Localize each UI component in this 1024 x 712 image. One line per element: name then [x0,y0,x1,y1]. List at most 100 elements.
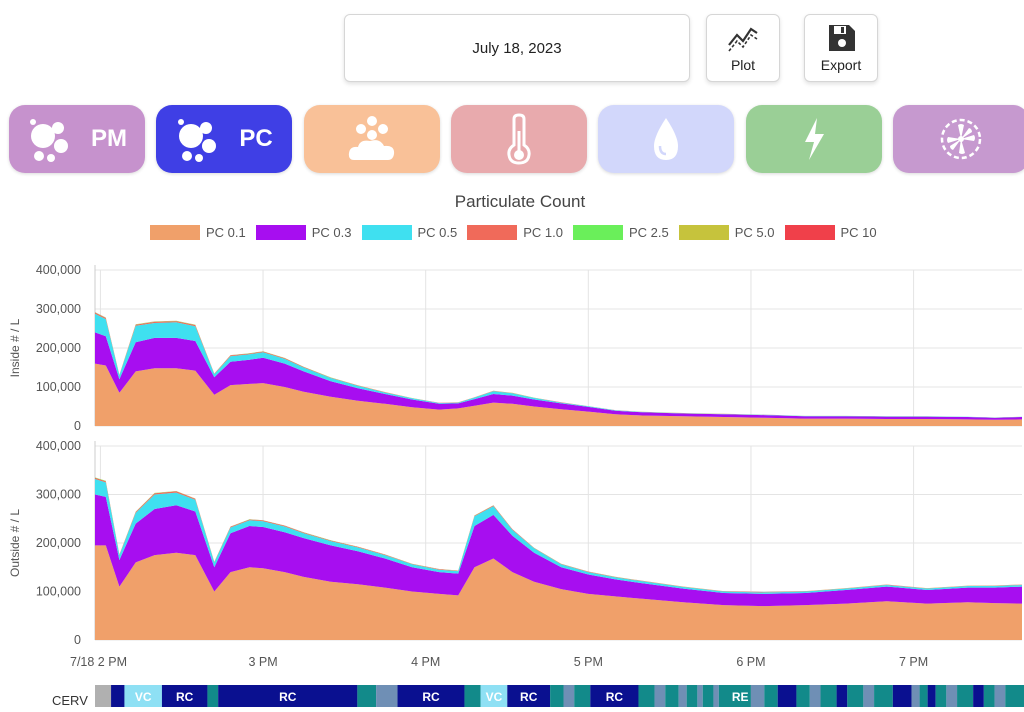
tab-voc[interactable] [304,105,440,173]
particles-icon [30,119,68,162]
cerv-segment[interactable] [702,685,714,707]
cerv-segment[interactable] [590,685,639,707]
y-tick-label: 400,000 [36,439,81,453]
cerv-segment[interactable] [397,685,465,707]
legend-item[interactable]: PC 2.5 [573,222,669,242]
cerv-segment-label: VC [486,690,503,704]
area-series-pc01 [95,363,1022,426]
y-tick-label: 200,000 [36,341,81,355]
legend-label: PC 10 [840,224,877,240]
y-tick-label: 100,000 [36,585,81,599]
cerv-segment[interactable] [654,685,666,707]
cerv-segment[interactable] [820,685,837,707]
plot-button[interactable]: Plot [706,14,780,82]
cerv-segment[interactable] [507,685,551,707]
cerv-segment-label: RC [279,690,297,704]
cerv-segment[interactable] [863,685,875,707]
cerv-segment[interactable] [847,685,864,707]
cerv-segment[interactable] [111,685,125,707]
legend-swatch [361,224,412,240]
cerv-segment[interactable] [713,685,719,707]
cerv-segment[interactable] [665,685,679,707]
legend-label: PC 0.1 [206,224,246,240]
cerv-segment[interactable] [464,685,481,707]
cerv-segment[interactable] [796,685,810,707]
cerv-segment[interactable] [563,685,575,707]
cerv-segment[interactable] [935,685,947,707]
cerv-segment[interactable] [718,685,730,707]
x-tick-label: 7 PM [899,655,928,669]
cerv-segment[interactable] [161,685,208,707]
cerv-segment[interactable] [874,685,893,707]
tab-pm[interactable]: PM [9,105,145,173]
cerv-segment[interactable] [911,685,920,707]
cerv-segment[interactable] [973,685,984,707]
particulate-chart: 0 100,000 200,000 300,000 400,000 Inside # / … [8,263,1022,669]
legend-item[interactable]: PC 0.1 [150,222,246,242]
tab-humidity[interactable] [598,105,734,173]
tab-energy[interactable] [746,105,882,173]
date-picker[interactable]: July 18, 2023 [344,14,690,82]
cerv-segment[interactable] [574,685,591,707]
legend-label: PC 1.0 [523,224,563,240]
tab-pc-label: PC [239,125,273,152]
cerv-segment[interactable] [927,685,936,707]
cerv-segment-label: RE [732,690,749,704]
plot-button-label: Plot [730,57,756,73]
cerv-segment[interactable] [550,685,564,707]
voc-cloud-icon [348,116,395,160]
tab-pc[interactable]: PC [156,105,292,173]
sensor-tabs: PM PC [0,105,1024,175]
droplet-icon [654,118,678,160]
cerv-segment[interactable] [729,685,751,707]
cerv-segment[interactable] [957,685,974,707]
cerv-segment[interactable] [697,685,703,707]
legend-item[interactable]: PC 1.0 [467,222,563,242]
chart-title: Particulate Count [454,192,586,211]
cerv-segment-label: RC [176,690,194,704]
legend-item[interactable]: PC 10 [784,222,877,242]
cerv-segment[interactable] [809,685,821,707]
legend-item[interactable]: PC 0.5 [361,222,457,242]
y-tick-label: 300,000 [36,302,81,316]
cerv-segment[interactable] [376,685,398,707]
legend-swatch [150,224,200,240]
cerv-segment[interactable] [777,685,797,707]
legend-label: PC 2.5 [629,224,669,240]
cerv-segment[interactable] [218,685,358,707]
tab-temperature[interactable] [451,105,587,173]
cerv-segment[interactable] [764,685,778,707]
x-tick-label: 3 PM [248,655,277,669]
cerv-segment[interactable] [686,685,698,707]
cerv-segment[interactable] [1005,685,1024,707]
y-tick-label: 0 [74,419,81,433]
export-button[interactable]: Export [804,14,878,82]
cerv-segment[interactable] [638,685,655,707]
cerv-segment[interactable] [480,685,508,707]
cerv-timeline: VC RC RC RC VC RC RC RE [95,685,1024,707]
cerv-segment[interactable] [919,685,928,707]
cerv-segment[interactable] [207,685,219,707]
legend-swatch [678,224,729,240]
x-tick-label: 7/18 2 PM [70,655,127,669]
cerv-segment[interactable] [946,685,958,707]
cerv-segment-label: RC [520,690,538,704]
cerv-segment[interactable] [983,685,995,707]
cerv-segment[interactable] [892,685,912,707]
legend-swatch [573,224,623,240]
legend-item[interactable]: PC 5.0 [678,222,775,242]
cerv-segment[interactable] [95,685,112,707]
date-label: July 18, 2023 [472,39,562,57]
cerv-segment-label: RC [606,690,624,704]
cerv-segment[interactable] [836,685,848,707]
cerv-segment[interactable] [750,685,765,707]
y-axis-label: Inside # / L [8,318,22,377]
legend-item[interactable]: PC 0.3 [255,222,352,242]
cerv-segment[interactable] [357,685,377,707]
tab-fan[interactable] [893,105,1024,173]
cerv-segment[interactable] [678,685,687,707]
cerv-segment[interactable] [994,685,1006,707]
cerv-label: CERV [52,693,88,708]
cerv-segment[interactable] [124,685,162,707]
export-button-label: Export [820,57,862,73]
